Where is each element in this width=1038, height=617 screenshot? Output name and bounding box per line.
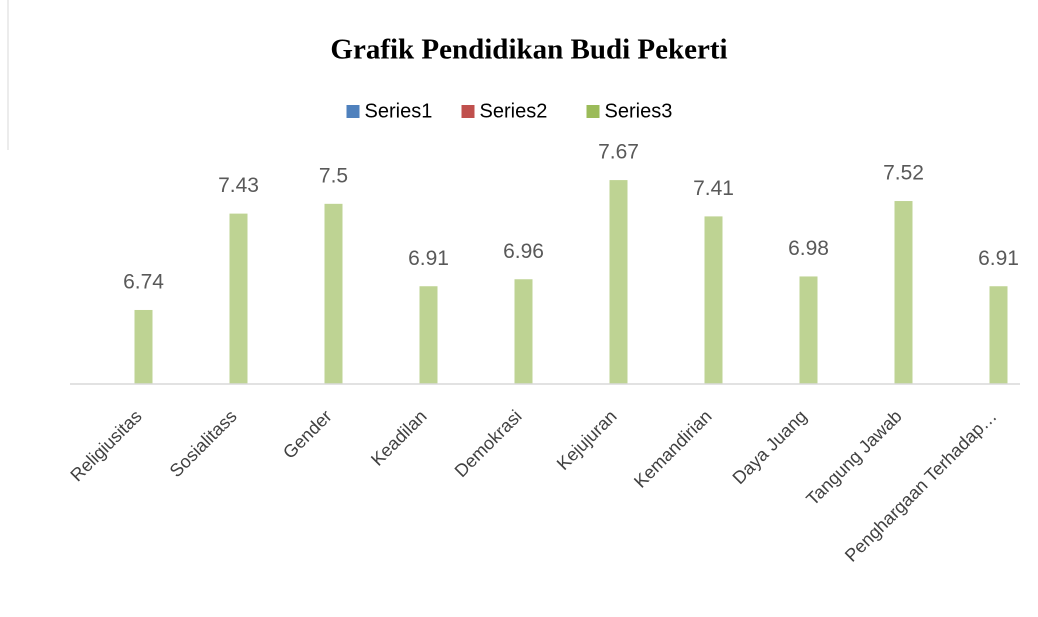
bar (229, 213, 248, 384)
value-label: 6.96 (503, 240, 544, 263)
bar (324, 203, 343, 384)
chart-title: Grafik Pendidikan Budi Pekerti (330, 34, 727, 66)
bar (609, 180, 628, 384)
bar (419, 286, 438, 384)
bar (514, 279, 533, 384)
value-label: 6.91 (408, 247, 449, 270)
value-label: 7.67 (598, 141, 639, 164)
legend-swatch (461, 105, 475, 118)
bar (134, 309, 153, 384)
bar (799, 276, 818, 384)
value-label: 7.52 (883, 162, 924, 185)
bar (989, 286, 1008, 384)
legend-swatch (586, 105, 600, 118)
legend-label: Series3 (605, 100, 673, 122)
value-label: 6.74 (123, 271, 164, 294)
value-label: 7.5 (319, 164, 348, 187)
legend-swatch (346, 105, 360, 118)
bar (704, 216, 723, 384)
legend-label: Series1 (365, 100, 433, 122)
legend-label: Series2 (480, 100, 548, 122)
value-label: 7.41 (693, 177, 734, 200)
value-label: 6.98 (788, 237, 829, 260)
value-label: 7.43 (218, 174, 259, 197)
bar (894, 201, 913, 384)
value-label: 6.91 (978, 247, 1019, 270)
